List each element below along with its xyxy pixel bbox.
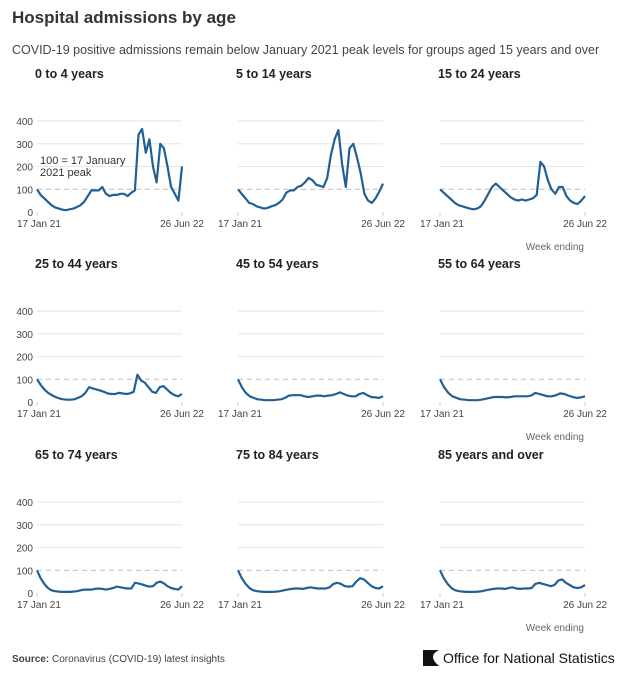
y-tick-label: 100 xyxy=(16,375,33,386)
y-tick-label: 200 xyxy=(16,544,33,555)
y-tick-label: 100 xyxy=(16,566,33,577)
ons-logo-text: Office for National Statistics xyxy=(443,650,615,666)
source-text: Coronavirus (COVID-19) latest insights xyxy=(52,654,225,665)
page-subtitle: COVID-19 positive admissions remain belo… xyxy=(12,43,600,57)
series-line xyxy=(36,127,184,212)
panel-title: 15 to 24 years xyxy=(438,67,521,81)
x-tick-label-end: 26 Jun 22 xyxy=(160,600,204,611)
x-tick-label-start: 17 Jan 21 xyxy=(218,600,262,611)
y-tick-label: 100 xyxy=(16,185,33,196)
y-tick-label: 200 xyxy=(16,353,33,364)
series-line xyxy=(237,569,384,594)
y-tick-label: 300 xyxy=(16,140,33,151)
reference-annotation-line1: 100 = 17 January xyxy=(40,155,126,167)
x-tick-label-start: 17 Jan 21 xyxy=(420,219,464,230)
x-axis-title: Week ending xyxy=(526,623,584,634)
reference-annotation-line2: 2021 peak xyxy=(40,167,92,179)
y-tick-label: 200 xyxy=(16,163,33,174)
y-tick-label: 300 xyxy=(16,330,33,341)
panel-title: 45 to 54 years xyxy=(236,257,319,271)
series-line xyxy=(36,373,183,401)
x-axis-title: Week ending xyxy=(526,432,584,443)
x-tick-label-end: 26 Jun 22 xyxy=(160,409,204,420)
source-note: Source: Coronavirus (COVID-19) latest in… xyxy=(12,654,225,665)
x-tick-label-start: 17 Jan 21 xyxy=(17,219,61,230)
series-line xyxy=(439,378,586,402)
y-tick-label: 0 xyxy=(27,398,33,409)
panel-title: 0 to 4 years xyxy=(35,67,104,81)
x-tick-label-start: 17 Jan 21 xyxy=(420,409,464,420)
x-axis-title: Week ending xyxy=(526,242,584,253)
panel-title: 25 to 44 years xyxy=(35,257,118,271)
series-line xyxy=(35,569,183,594)
x-tick-label-end: 26 Jun 22 xyxy=(361,600,405,611)
x-tick-label-end: 26 Jun 22 xyxy=(563,409,607,420)
x-tick-label-end: 26 Jun 22 xyxy=(361,219,405,230)
page-title: Hospital admissions by age xyxy=(12,8,236,27)
x-tick-label-start: 17 Jan 21 xyxy=(17,409,61,420)
panel-title: 75 to 84 years xyxy=(236,448,319,462)
y-tick-label: 400 xyxy=(16,307,33,318)
panel-title: 85 years and over xyxy=(438,448,544,462)
series-line xyxy=(439,569,586,594)
panel-title: 65 to 74 years xyxy=(35,448,118,462)
x-tick-label-end: 26 Jun 22 xyxy=(361,409,405,420)
y-tick-label: 300 xyxy=(16,521,33,532)
x-tick-label-end: 26 Jun 22 xyxy=(563,600,607,611)
series-line xyxy=(237,378,384,402)
y-tick-label: 400 xyxy=(16,498,33,509)
x-tick-label-start: 17 Jan 21 xyxy=(218,219,262,230)
ons-logo: Office for National Statistics xyxy=(423,650,615,666)
y-tick-label: 400 xyxy=(16,117,33,128)
x-tick-label-start: 17 Jan 21 xyxy=(218,409,262,420)
ons-logo-icon xyxy=(423,650,439,666)
y-tick-label: 0 xyxy=(27,208,33,219)
x-tick-label-start: 17 Jan 21 xyxy=(420,600,464,611)
panel-title: 55 to 64 years xyxy=(438,257,521,271)
x-tick-label-end: 26 Jun 22 xyxy=(160,219,204,230)
source-label: Source: xyxy=(12,654,50,665)
x-tick-label-start: 17 Jan 21 xyxy=(17,600,61,611)
x-tick-label-end: 26 Jun 22 xyxy=(563,219,607,230)
series-line xyxy=(439,160,586,211)
y-tick-label: 0 xyxy=(27,589,33,600)
panel-title: 5 to 14 years xyxy=(236,67,312,81)
series-line xyxy=(237,129,384,210)
